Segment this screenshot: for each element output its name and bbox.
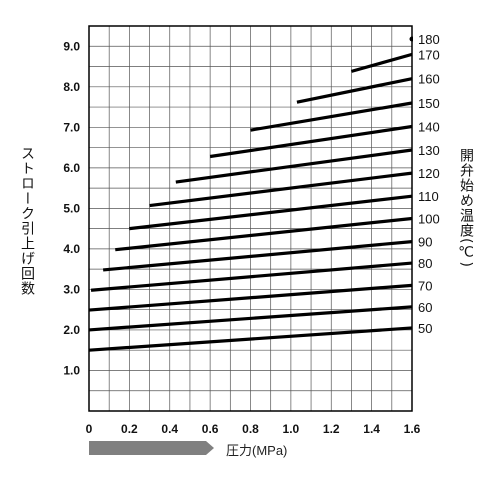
- x-tick-label: 1.4: [363, 422, 380, 436]
- series-line: [129, 194, 413, 231]
- x-axis-label: 圧力(MPa): [226, 443, 288, 458]
- x-tick-label: 1.2: [323, 422, 340, 436]
- series-lines: [89, 36, 413, 352]
- plot-frame: [88, 25, 413, 412]
- y-axis-label: ストローク引上げ回数: [19, 146, 35, 296]
- series-line: [89, 326, 413, 352]
- series-label: 150: [418, 96, 440, 111]
- series-label: 160: [418, 72, 440, 87]
- y-tick-label: 6.0: [63, 161, 80, 175]
- x-tick-label: 0: [86, 422, 93, 436]
- series-line: [149, 171, 413, 208]
- y-tick-label: 2.0: [63, 323, 80, 337]
- series-line: [90, 261, 413, 292]
- x-tick-label: 0.6: [202, 422, 219, 436]
- series-line: [296, 77, 413, 104]
- series-label: 130: [418, 143, 440, 158]
- series-line: [115, 216, 413, 252]
- x-tick-label: 1.0: [283, 422, 300, 436]
- series-label: 90: [418, 235, 432, 250]
- y-tick-label: 3.0: [63, 282, 80, 296]
- series-line: [250, 101, 413, 132]
- x-tick-label: 0.2: [121, 422, 138, 436]
- x-tick-label: 0.4: [161, 422, 178, 436]
- x-tick-label: 0.8: [242, 422, 259, 436]
- series-line: [102, 240, 413, 272]
- series-line: [209, 124, 413, 159]
- y-tick-label: 5.0: [63, 201, 80, 215]
- series-label: 110: [418, 189, 439, 204]
- x-axis-arrow: [89, 441, 214, 455]
- series-label: 170: [418, 47, 440, 62]
- y-tick-label: 9.0: [63, 39, 80, 53]
- y-tick-label: 7.0: [63, 120, 80, 134]
- y-tick-label: 8.0: [63, 80, 80, 94]
- y-tick-label: 4.0: [63, 242, 80, 256]
- series-line: [175, 148, 413, 184]
- x-tick-labels: 0 0.2 0.4 0.6 0.8 1.0 1.2 1.4 1.6: [86, 422, 421, 436]
- series-label: 120: [418, 166, 440, 181]
- series-label: 100: [418, 212, 440, 227]
- series-line: [351, 52, 413, 73]
- series-label: 70: [418, 278, 432, 293]
- y-tick-label: 1.0: [63, 363, 80, 377]
- series-label: 140: [418, 120, 440, 135]
- series-label: 180: [418, 32, 440, 47]
- series-label: 50: [418, 321, 432, 336]
- series-line: [89, 305, 413, 332]
- series-label: 80: [418, 256, 432, 271]
- series-line: [89, 283, 413, 312]
- secondary-axis-label: 開弁始め温度(℃): [458, 148, 474, 268]
- x-tick-label: 1.6: [404, 422, 421, 436]
- series-label: 60: [418, 300, 432, 315]
- y-tick-labels: 1.0 2.0 3.0 4.0 5.0 6.0 7.0 8.0 9.0: [63, 39, 80, 377]
